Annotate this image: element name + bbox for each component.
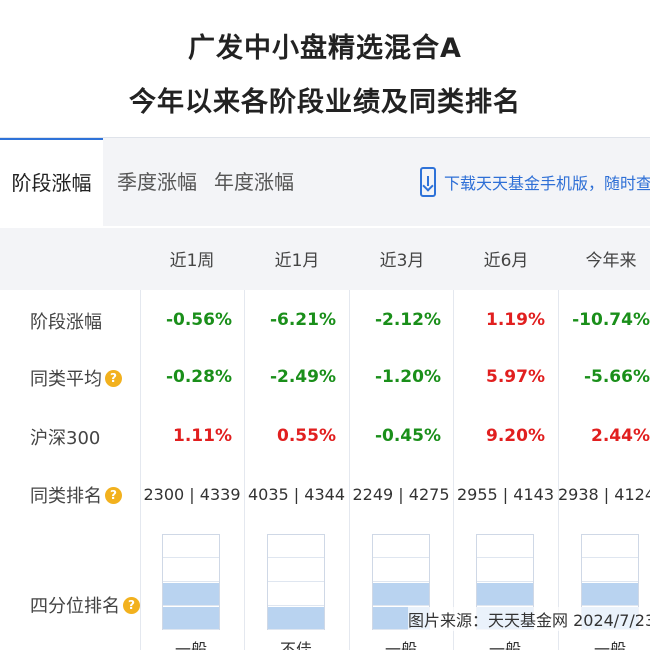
column-header-1m: 近1月 <box>274 251 320 271</box>
column-divider <box>453 290 454 650</box>
download-app-text: 下载天天基金手机版，随时查看 <box>444 174 650 193</box>
performance-table: 近1周 近1月 近3月 近6月 今年来 阶段涨幅 -0.56% -6.21% -… <box>0 228 650 650</box>
tab-bar: 阶段涨幅 季度涨幅 年度涨幅 下载天天基金手机版，随时查看 <box>0 137 650 227</box>
peer-rank-1w: 2300 | 4339 <box>143 485 241 504</box>
hs300-ytd: 2.44% <box>591 426 650 446</box>
tab-stage-change[interactable]: 阶段涨幅 <box>0 138 103 227</box>
quartile-bar-3m <box>372 534 430 630</box>
row-label-quartile: 四分位排名 ? <box>30 592 140 618</box>
quartile-segment <box>268 583 324 606</box>
stage-change-1m: -6.21% <box>269 310 336 330</box>
stage-change-3m: -2.12% <box>374 310 441 330</box>
tab-annual-change[interactable]: 年度涨幅 <box>214 170 294 194</box>
chart-subtitle: 今年以来各阶段业绩及同类排名 <box>129 87 521 118</box>
quartile-segment <box>268 607 324 630</box>
quartile-segment <box>582 583 638 606</box>
quartile-segment <box>477 559 533 582</box>
download-app-link[interactable]: 下载天天基金手机版，随时查看 <box>420 166 650 198</box>
row-label-peer-average: 同类平均 ? <box>30 365 122 391</box>
table-header-row <box>0 228 650 290</box>
quartile-label-1w: 一般 <box>174 640 207 650</box>
help-icon[interactable]: ? <box>105 369 122 387</box>
quartile-bar-1w <box>162 534 220 630</box>
quartile-segment <box>163 583 219 606</box>
row-label-text: 四分位排名 <box>30 596 120 617</box>
quartile-segment <box>373 559 429 582</box>
quartile-segment <box>163 559 219 582</box>
stage-change-6m: 1.19% <box>486 310 545 330</box>
column-header-ytd: 今年来 <box>585 251 637 271</box>
title-block: 广发中小盘精选混合A 今年以来各阶段业绩及同类排名 <box>0 0 650 128</box>
stage-change-ytd: -10.74% <box>572 310 650 330</box>
tab-quarterly-change[interactable]: 季度涨幅 <box>117 170 197 194</box>
column-divider <box>140 290 141 650</box>
phone-download-icon <box>420 167 436 197</box>
row-label-peer-rank: 同类排名 ? <box>30 482 122 508</box>
hs300-3m: -0.45% <box>374 426 441 446</box>
quartile-segment <box>373 535 429 558</box>
quartile-segment <box>163 607 219 630</box>
stage-change-1w: -0.56% <box>165 310 232 330</box>
peer-rank-ytd: 2938 | 4124 <box>558 485 650 504</box>
row-label-text: 沪深300 <box>30 428 101 449</box>
peer-avg-1m: -2.49% <box>269 367 336 387</box>
quartile-label-1m: 不佳 <box>279 640 312 650</box>
quartile-segment <box>373 583 429 606</box>
row-label-stage-change: 阶段涨幅 <box>30 308 102 334</box>
quartile-segment <box>477 583 533 606</box>
hs300-1m: 0.55% <box>277 426 336 446</box>
quartile-segment <box>268 535 324 558</box>
help-icon[interactable]: ? <box>105 486 122 504</box>
column-header-1w: 近1周 <box>169 251 215 271</box>
image-source-caption: 图片来源：天天基金网 2024/7/23 <box>408 607 650 631</box>
quartile-segment <box>582 535 638 558</box>
quartile-segment <box>477 535 533 558</box>
quartile-label-6m: 一般 <box>488 640 521 650</box>
peer-rank-6m: 2955 | 4143 <box>457 485 554 504</box>
column-header-3m: 近3月 <box>379 251 425 271</box>
column-header-6m: 近6月 <box>483 251 529 271</box>
column-divider <box>349 290 350 650</box>
peer-avg-ytd: -5.66% <box>583 367 650 387</box>
row-label-hs300: 沪深300 <box>30 424 100 450</box>
peer-rank-1m: 4035 | 4344 <box>248 485 345 504</box>
peer-avg-1w: -0.28% <box>165 367 232 387</box>
quartile-label-3m: 一般 <box>384 640 417 650</box>
column-divider <box>558 290 559 650</box>
row-label-text: 同类排名 <box>30 486 102 507</box>
peer-avg-3m: -1.20% <box>374 367 441 387</box>
hs300-6m: 9.20% <box>486 426 545 446</box>
peer-avg-6m: 5.97% <box>486 367 545 387</box>
quartile-segment <box>268 559 324 582</box>
quartile-segment <box>582 559 638 582</box>
peer-rank-3m: 2249 | 4275 <box>352 485 450 504</box>
row-label-text: 阶段涨幅 <box>30 312 102 333</box>
row-label-text: 同类平均 <box>30 369 102 390</box>
hs300-1w: 1.11% <box>173 426 232 446</box>
quartile-segment <box>163 535 219 558</box>
fund-title: 广发中小盘精选混合A <box>188 33 462 64</box>
quartile-label-ytd: 一般 <box>593 640 626 650</box>
column-divider <box>244 290 245 650</box>
help-icon[interactable]: ? <box>123 596 140 614</box>
quartile-bar-1m <box>267 534 325 630</box>
